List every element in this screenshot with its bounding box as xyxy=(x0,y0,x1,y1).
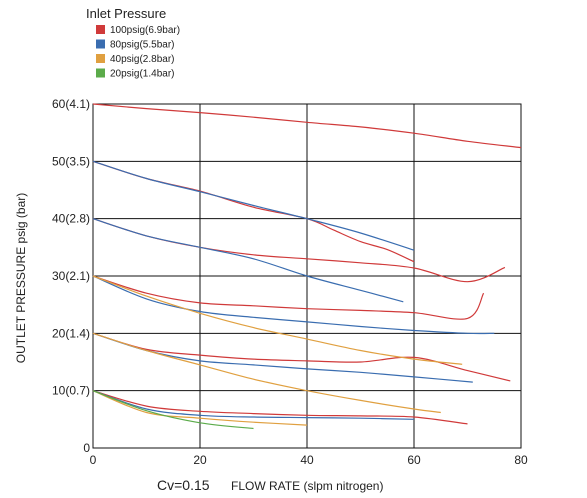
x-tick-label-2: 40 xyxy=(300,453,314,467)
y-tick-label-6: 60(4.1) xyxy=(52,97,90,111)
cv-label: Cv=0.15 xyxy=(157,477,210,493)
legend-swatch-2 xyxy=(96,54,105,63)
series-1-curve-4 xyxy=(92,390,415,420)
series-2-curve-0 xyxy=(92,275,463,365)
series-1-curve-2 xyxy=(92,275,495,335)
y-tick-label-4: 40(2.8) xyxy=(52,212,90,226)
x-tick-label-1: 20 xyxy=(193,453,207,467)
y-tick-label-0: 0 xyxy=(83,441,90,455)
series-0-curve-5 xyxy=(92,390,468,425)
legend-label-3: 20psig(1.4bar) xyxy=(110,69,174,80)
x-tick-label-4: 80 xyxy=(514,453,528,467)
y-tick-label-5: 50(3.5) xyxy=(52,154,90,168)
legend-label-2: 40psig(2.8bar) xyxy=(110,54,174,65)
y-tick-label-3: 30(2.1) xyxy=(52,269,90,283)
series-1-curve-1 xyxy=(92,218,404,303)
legend-swatch-3 xyxy=(96,68,105,78)
x-tick-label-3: 60 xyxy=(407,453,421,467)
legend-swatch-0 xyxy=(96,25,105,34)
legend-label-0: 100psig(6.9bar) xyxy=(110,25,180,36)
x-tick-label-0: 0 xyxy=(90,453,97,467)
x-axis-title: FLOW RATE (slpm nitrogen) xyxy=(231,479,383,493)
series-curves xyxy=(92,103,522,430)
y-tick-label-2: 20(1.4) xyxy=(52,326,90,340)
plot-grid xyxy=(92,103,522,449)
legend-title: Inlet Pressure xyxy=(86,6,166,21)
y-axis-title: OUTLET PRESSURE psig (bar) xyxy=(14,193,28,364)
axis-ticks: 0 10(0.7) 20(1.4) 30(2.1) 40(2.8) 50(3.5) 60(4… xyxy=(52,97,528,467)
series-0-curve-4 xyxy=(92,332,511,382)
series-0-curve-3 xyxy=(92,275,485,320)
series-0-curve-2 xyxy=(92,218,506,283)
legend-label-1: 80psig(5.5bar) xyxy=(110,40,174,51)
legend: 100psig(6.9bar) 80psig(5.5bar) 40psig(2.8b… xyxy=(96,25,180,80)
series-0-curve-0 xyxy=(92,103,522,149)
series-1-curve-0 xyxy=(92,160,415,251)
series-3-curve-0 xyxy=(92,390,254,430)
series-2-curve-1 xyxy=(92,332,441,414)
y-tick-label-1: 10(0.7) xyxy=(52,384,90,398)
legend-swatch-1 xyxy=(96,39,105,49)
series-2-curve-2 xyxy=(92,390,308,426)
